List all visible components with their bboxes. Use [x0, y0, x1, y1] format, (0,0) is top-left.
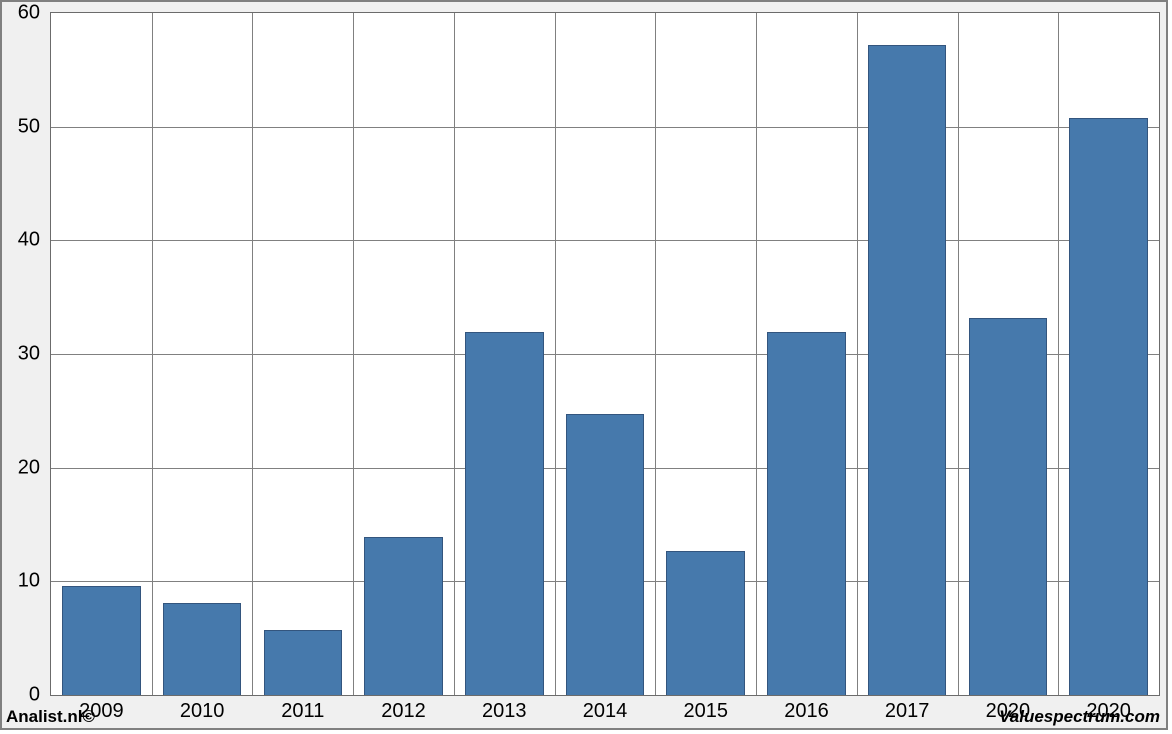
- y-axis-tick-label: 0: [29, 684, 40, 707]
- chart-bar: [163, 603, 242, 695]
- chart-bar: [868, 45, 947, 695]
- chart-outer-frame: 0102030405060 20092010201120122013201420…: [0, 0, 1168, 730]
- chart-bar: [1069, 118, 1148, 695]
- x-axis-tick-label: 2010: [180, 700, 225, 723]
- x-axis-tick-label: 2016: [784, 700, 829, 723]
- gridline-horizontal: [51, 240, 1159, 241]
- chart-plot-area: [50, 12, 1160, 696]
- chart-bar: [62, 586, 141, 695]
- x-axis-tick-label: 2011: [281, 700, 324, 723]
- chart-bar: [465, 332, 544, 695]
- gridline-vertical: [756, 13, 757, 695]
- chart-bar: [666, 551, 745, 695]
- y-axis-tick-label: 40: [18, 229, 40, 252]
- gridline-vertical: [454, 13, 455, 695]
- gridline-vertical: [655, 13, 656, 695]
- chart-bar: [566, 414, 645, 695]
- y-axis-tick-label: 30: [18, 343, 40, 366]
- y-axis-tick-label: 50: [18, 115, 40, 138]
- x-axis-tick-label: 2012: [381, 700, 426, 723]
- gridline-vertical: [152, 13, 153, 695]
- y-axis-tick-label: 10: [18, 570, 40, 593]
- gridline-vertical: [252, 13, 253, 695]
- chart-bar: [364, 537, 443, 695]
- footer-left-text: Analist.nl©: [6, 707, 95, 727]
- gridline-vertical: [1058, 13, 1059, 695]
- x-axis-tick-label: 2013: [482, 700, 527, 723]
- gridline-horizontal: [51, 127, 1159, 128]
- chart-bar: [767, 332, 846, 695]
- gridline-vertical: [353, 13, 354, 695]
- chart-bar: [969, 318, 1048, 695]
- x-axis-tick-label: 2015: [683, 700, 728, 723]
- gridline-vertical: [958, 13, 959, 695]
- x-axis-tick-label: 2017: [885, 700, 930, 723]
- gridline-vertical: [555, 13, 556, 695]
- x-axis-tick-label: 2014: [583, 700, 628, 723]
- chart-bar: [264, 630, 343, 695]
- gridline-vertical: [857, 13, 858, 695]
- footer-right-text: Valuespectrum.com: [999, 707, 1160, 727]
- y-axis-tick-label: 20: [18, 456, 40, 479]
- y-axis-tick-label: 60: [18, 2, 40, 25]
